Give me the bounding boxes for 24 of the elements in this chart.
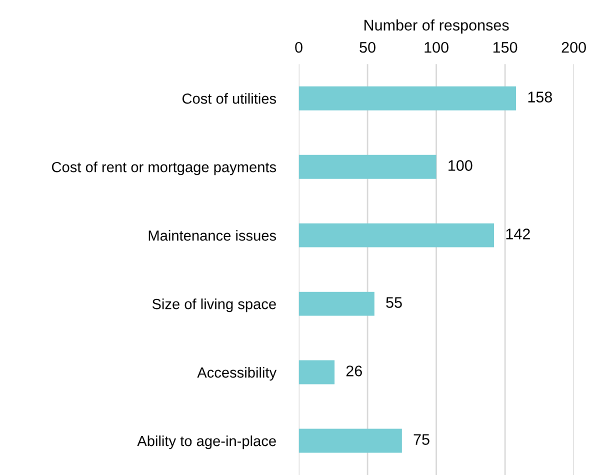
bar: [298, 223, 494, 248]
y-tick-label: Maintenance issues: [148, 230, 276, 241]
x-tick-label: 50: [360, 42, 376, 53]
data-label: 26: [346, 366, 362, 376]
bar: [298, 292, 374, 316]
y-tick-label: Cost of rent or mortgage payments: [52, 162, 276, 176]
bar: [298, 154, 436, 179]
y-tick-label: Size of living space: [152, 298, 276, 312]
data-label: 55: [386, 297, 402, 308]
x-tick-label: 100: [424, 42, 448, 53]
data-label: 142: [506, 228, 530, 240]
x-tick-label: 200: [562, 42, 586, 53]
bar: [298, 86, 516, 110]
data-label: 100: [448, 160, 472, 171]
data-label: 75: [414, 434, 430, 445]
y-tick-label: Ability to age-in-place: [137, 435, 276, 450]
x-tick-label: 150: [493, 42, 518, 53]
data-label: 158: [528, 92, 552, 102]
y-tick-label: Cost of utilities: [182, 93, 276, 104]
bar: [298, 360, 335, 384]
y-tick-label: Accessibility: [197, 366, 277, 381]
bar: [298, 428, 402, 453]
x-axis-title: Number of responses: [364, 19, 509, 34]
x-tick-label: 0: [295, 42, 302, 53]
